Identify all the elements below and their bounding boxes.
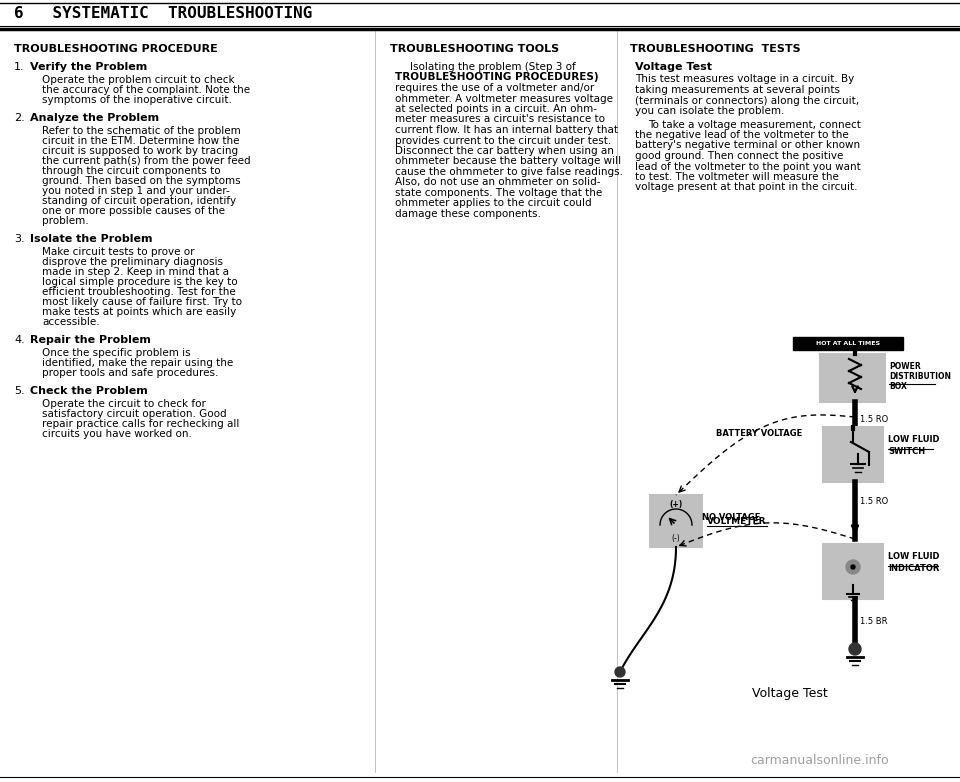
Text: Voltage Test: Voltage Test [635,62,712,72]
Text: BATTERY VOLTAGE: BATTERY VOLTAGE [716,429,803,439]
Text: current flow. It has an internal battery that: current flow. It has an internal battery… [395,125,618,135]
Text: Make circuit tests to prove or: Make circuit tests to prove or [42,247,195,257]
Text: Also, do not use an ohmmeter on solid-: Also, do not use an ohmmeter on solid- [395,178,601,188]
Text: To take a voltage measurement, connect: To take a voltage measurement, connect [648,120,861,130]
Text: symptoms of the inoperative circuit.: symptoms of the inoperative circuit. [42,95,232,105]
Text: Disconnect the car battery when using an: Disconnect the car battery when using an [395,146,613,156]
Text: 1.: 1. [14,62,25,72]
Text: Isolating the problem (Step 3 of: Isolating the problem (Step 3 of [410,62,576,72]
Text: ohmmeter. A voltmeter measures voltage: ohmmeter. A voltmeter measures voltage [395,94,613,103]
Text: Isolate the Problem: Isolate the Problem [30,234,153,244]
Text: identified, make the repair using the: identified, make the repair using the [42,358,233,368]
Text: battery's negative terminal or other known: battery's negative terminal or other kno… [635,141,860,150]
Text: TROUBLESHOOTING PROCEDURE: TROUBLESHOOTING PROCEDURE [14,44,218,54]
Text: Once the specific problem is: Once the specific problem is [42,348,191,358]
Text: good ground. Then connect the positive: good ground. Then connect the positive [635,151,844,161]
Text: TROUBLESHOOTING  TESTS: TROUBLESHOOTING TESTS [630,44,801,54]
Text: Check the Problem: Check the Problem [30,386,148,396]
Text: damage these components.: damage these components. [395,209,540,219]
Text: satisfactory circuit operation. Good: satisfactory circuit operation. Good [42,409,227,419]
Text: made in step 2. Keep in mind that a: made in step 2. Keep in mind that a [42,267,229,277]
Text: efficient troubleshooting. Test for the: efficient troubleshooting. Test for the [42,287,236,297]
Text: meter measures a circuit's resistance to: meter measures a circuit's resistance to [395,114,605,124]
Text: Repair the Problem: Repair the Problem [30,335,151,345]
Text: SWITCH: SWITCH [888,447,925,456]
Text: LOW FLUID: LOW FLUID [888,552,940,561]
Text: lead of the voltmeter to the point you want: lead of the voltmeter to the point you w… [635,162,861,171]
Text: most likely cause of failure first. Try to: most likely cause of failure first. Try … [42,297,242,307]
Text: DISTRIBUTION: DISTRIBUTION [889,372,951,381]
Text: POWER: POWER [889,362,921,371]
Text: you noted in step 1 and your under-: you noted in step 1 and your under- [42,186,229,196]
Bar [823,544,883,599]
Text: carmanualsonline.info: carmanualsonline.info [751,754,889,766]
Text: This test measures voltage in a circuit. By: This test measures voltage in a circuit.… [635,74,854,84]
Text: make tests at points which are easily: make tests at points which are easily [42,307,236,317]
Text: ohmmeter applies to the circuit could: ohmmeter applies to the circuit could [395,199,591,209]
Text: through the circuit components to: through the circuit components to [42,166,221,176]
Text: state components. The voltage that the: state components. The voltage that the [395,188,602,198]
Text: (-): (-) [672,535,681,543]
Circle shape [846,560,860,574]
Text: at selected points in a circuit. An ohm-: at selected points in a circuit. An ohm- [395,104,597,114]
Text: (terminals or connectors) along the circuit,: (terminals or connectors) along the circ… [635,95,859,106]
Text: ohmmeter because the battery voltage will: ohmmeter because the battery voltage wil… [395,156,621,167]
Text: provides current to the circuit under test.: provides current to the circuit under te… [395,135,612,145]
Bar [793,337,903,350]
Text: 2.: 2. [14,113,25,123]
Text: 1.5 RO: 1.5 RO [860,415,888,425]
Text: cause the ohmmeter to give false readings.: cause the ohmmeter to give false reading… [395,167,623,177]
Text: requires the use of a voltmeter and/or: requires the use of a voltmeter and/or [395,83,594,93]
Text: the negative lead of the voltmeter to the: the negative lead of the voltmeter to th… [635,130,849,140]
Text: NO VOLTAGE: NO VOLTAGE [702,512,760,522]
Text: one or more possible causes of the: one or more possible causes of the [42,206,225,216]
Text: Analyze the Problem: Analyze the Problem [30,113,159,123]
Text: circuit in the ETM. Determine how the: circuit in the ETM. Determine how the [42,136,239,146]
Text: VOLTMETER: VOLTMETER [707,516,766,526]
Text: standing of circuit operation, identify: standing of circuit operation, identify [42,196,236,206]
Text: Refer to the schematic of the problem: Refer to the schematic of the problem [42,126,241,136]
Text: 6   SYSTEMATIC  TROUBLESHOOTING: 6 SYSTEMATIC TROUBLESHOOTING [14,6,312,21]
Text: you can isolate the problem.: you can isolate the problem. [635,106,784,116]
Text: proper tools and safe procedures.: proper tools and safe procedures. [42,368,218,378]
Text: TROUBLESHOOTING TOOLS: TROUBLESHOOTING TOOLS [390,44,559,54]
Text: problem.: problem. [42,216,88,226]
Text: the current path(s) from the power feed: the current path(s) from the power feed [42,156,251,166]
Text: accessible.: accessible. [42,317,100,327]
Text: circuits you have worked on.: circuits you have worked on. [42,429,192,439]
Text: logical simple procedure is the key to: logical simple procedure is the key to [42,277,238,287]
Text: repair practice calls for rechecking all: repair practice calls for rechecking all [42,419,239,429]
Text: (+): (+) [669,500,683,508]
Text: Voltage Test: Voltage Test [752,687,828,701]
Text: INDICATOR: INDICATOR [888,564,940,573]
Circle shape [851,565,855,569]
Bar [0,0,960,27]
Text: Operate the problem circuit to check: Operate the problem circuit to check [42,75,234,85]
Text: Verify the Problem: Verify the Problem [30,62,147,72]
Text: BOX: BOX [889,382,907,391]
Text: 5.: 5. [14,386,25,396]
Text: Operate the circuit to check for: Operate the circuit to check for [42,399,205,409]
Text: circuit is supposed to work by tracing: circuit is supposed to work by tracing [42,146,238,156]
Text: 1.5 BR: 1.5 BR [860,616,887,626]
Text: ground. Then based on the symptoms: ground. Then based on the symptoms [42,176,241,186]
Text: LOW FLUID: LOW FLUID [888,435,940,444]
Circle shape [615,667,625,677]
Text: the accuracy of the complaint. Note the: the accuracy of the complaint. Note the [42,85,251,95]
Text: 3.: 3. [14,234,25,244]
Text: HOT AT ALL TIMES: HOT AT ALL TIMES [816,341,880,346]
Circle shape [849,643,861,655]
Text: to test. The voltmeter will measure the: to test. The voltmeter will measure the [635,172,839,182]
Bar [820,354,885,402]
Text: TROUBLESHOOTING PROCEDURES): TROUBLESHOOTING PROCEDURES) [395,73,599,82]
Bar [823,427,883,482]
Text: 4.: 4. [14,335,25,345]
Text: taking measurements at several points: taking measurements at several points [635,85,840,95]
Text: 1.5 RO: 1.5 RO [860,497,888,507]
Text: voltage present at that point in the circuit.: voltage present at that point in the cir… [635,182,857,192]
Bar [650,495,702,547]
Text: disprove the preliminary diagnosis: disprove the preliminary diagnosis [42,257,223,267]
